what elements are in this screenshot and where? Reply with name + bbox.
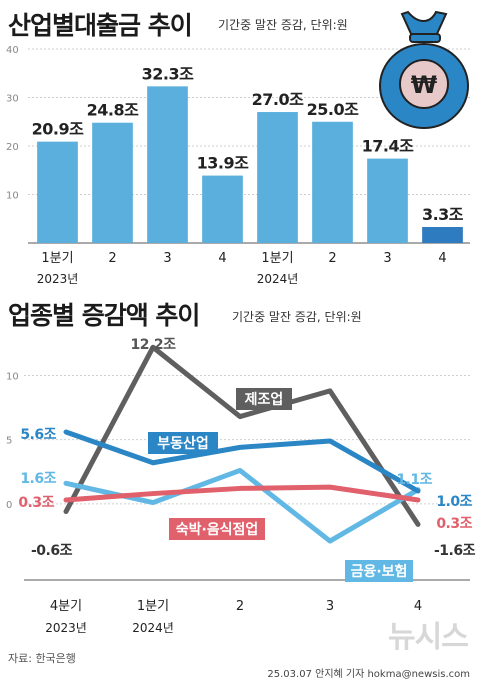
- line-year-label: 2023년: [45, 621, 87, 635]
- bar-x-tick-label: 1분기: [41, 251, 73, 266]
- real-estate-end-label: 1.0조: [436, 494, 472, 510]
- line-chart-series: [63, 344, 421, 544]
- credit-line: 25.03.07 안지혜 기자 hokma@newsis.com: [267, 669, 470, 680]
- bar-value-label: 27.0조: [252, 90, 304, 109]
- bar-value-label: 17.4조: [362, 137, 414, 156]
- line-x-tick-label: 2: [236, 599, 244, 614]
- bar-x-tick-label: 3: [383, 251, 391, 266]
- money-bag-won-icon: ₩: [379, 10, 469, 129]
- bar-x-tick-label: 3: [163, 251, 171, 266]
- bar-x-tick-label: 4: [438, 251, 446, 266]
- series-name-hospitality-text: 숙박·음식점업: [176, 521, 259, 538]
- hospitality-end-label: 0.3조: [436, 516, 472, 532]
- finance-end-label: 1.1조: [396, 472, 432, 488]
- bar-value-label: 32.3조: [142, 64, 194, 83]
- series-name-manufacturing-text: 제조업: [245, 392, 284, 408]
- newsis-watermark: 뉴시스: [388, 620, 469, 655]
- series-name-real-estate-text: 부동산업: [157, 435, 209, 452]
- bar-chart-bars: [37, 86, 463, 243]
- line-chart-y-ticks: 0 5 10: [6, 372, 19, 511]
- series-name-finance-box: [345, 560, 413, 582]
- bar-value-label: 13.9조: [197, 154, 249, 173]
- bar-value-label: 20.9조: [32, 120, 84, 139]
- manufacturing-peak-label: 12.2조: [131, 337, 177, 353]
- bar-x-tick-label: 2: [108, 251, 116, 266]
- svg-text:₩: ₩: [411, 71, 438, 99]
- line-chart-subtitle: 기간중 말잔 증감, 단위:원: [232, 310, 362, 324]
- finance-start-label: 1.6조: [20, 471, 56, 487]
- bar-chart-subtitle: 기간중 말잔 증감, 단위:원: [218, 18, 348, 32]
- bar-chart-x-labels: 1분기 2 3 4 1분기 2 3 4 2023년 2024년: [37, 251, 447, 286]
- series-name-manufacturing-box: [236, 388, 292, 410]
- bar-x-tick-label: 4: [218, 251, 226, 266]
- hospitality-start-label: 0.3조: [18, 495, 54, 511]
- bar-y-tick-label: 10: [6, 191, 19, 202]
- series-name-real-estate-box: [148, 432, 218, 454]
- bar-chart-y-ticks: 10 20 30 40: [6, 45, 19, 202]
- line-y-tick-label: 5: [6, 436, 12, 447]
- series-line-2: [63, 429, 421, 494]
- line-chart-labels: -0.6조 12.2조 -1.6조 5.6조 1.0조 1.6조 1.1조 0.3조 0.3조 제…: [18, 337, 476, 582]
- manufacturing-end-label: -1.6조: [434, 543, 476, 559]
- line-y-tick-label: 0: [6, 500, 12, 511]
- line-x-tick-label: 1분기: [137, 599, 169, 614]
- bar-2: [92, 122, 133, 243]
- bar-value-label: 3.3조: [422, 205, 464, 224]
- bar-chart-title: 산업별대출금 추이: [8, 11, 193, 40]
- series-line-4: [63, 484, 421, 503]
- bar-year-label: 2023년: [37, 272, 79, 286]
- line-y-tick-label: 10: [6, 372, 19, 383]
- line-chart-x-labels: 4분기 1분기 2 3 4 2023년 2024년: [45, 599, 422, 635]
- bar-year-label: 2024년: [257, 272, 299, 286]
- bar-y-tick-label: 20: [6, 142, 19, 153]
- bar-1: [37, 141, 78, 243]
- line-x-tick-label: 4분기: [50, 599, 82, 614]
- line-chart-title: 업종별 증감액 추이: [8, 301, 200, 330]
- bar-4: [202, 175, 243, 243]
- real-estate-start-label: 5.6조: [20, 427, 56, 443]
- series-name-hospitality-box: [169, 518, 265, 540]
- bar-8: [422, 226, 463, 243]
- bar-5: [257, 112, 298, 243]
- line-x-tick-label: 4: [414, 599, 422, 614]
- bar-value-label: 25.0조: [307, 100, 359, 119]
- bar-value-label: 24.8조: [87, 101, 139, 120]
- bar-y-tick-label: 40: [6, 45, 19, 56]
- bar-6: [312, 121, 353, 243]
- bar-x-tick-label: 1분기: [261, 251, 293, 266]
- bar-3: [147, 86, 188, 243]
- source-note: 자료: 한국은행: [8, 652, 76, 665]
- line-year-label: 2024년: [132, 621, 174, 635]
- bar-y-tick-label: 30: [6, 94, 19, 105]
- series-name-finance-text: 금융·보험: [351, 563, 408, 580]
- bar-7: [367, 158, 408, 243]
- manufacturing-start-label: -0.6조: [31, 543, 73, 559]
- line-x-tick-label: 3: [326, 599, 334, 614]
- bar-x-tick-label: 2: [328, 251, 336, 266]
- series-line-1: [63, 344, 421, 527]
